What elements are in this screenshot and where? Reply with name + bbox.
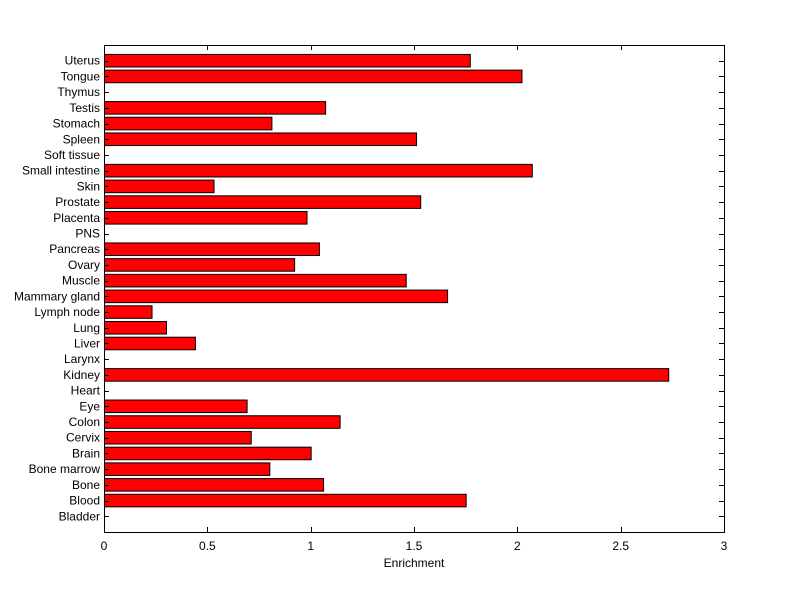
x-tick-label: 3 [721, 539, 728, 553]
y-tick-label: Tongue [61, 69, 101, 83]
bar-bone-marrow [104, 462, 271, 476]
x-axis-ticks: 0 0.5 1 1.5 2 2.5 3 [101, 45, 728, 553]
bar-cervix [104, 430, 252, 445]
y-tick-label: Testis [69, 101, 100, 115]
y-tick-label: Eye [79, 399, 100, 413]
y-tick-label: Muscle [62, 274, 100, 288]
x-axis-label: Enrichment [384, 556, 445, 570]
y-tick-label: Lymph node [34, 305, 100, 319]
bar-testis [104, 101, 327, 115]
y-tick-label: Bone [72, 478, 100, 492]
y-tick-label: Ovary [68, 258, 100, 272]
bar-brain [104, 446, 312, 461]
bar-lymph-node [104, 305, 153, 319]
y-tick-label: Lung [73, 321, 100, 335]
y-tick-label: Skin [77, 179, 100, 193]
bar-eye [104, 399, 248, 414]
bar-small-intestine [104, 163, 533, 178]
y-tick-label: Cervix [66, 431, 100, 445]
bar-uterus [104, 53, 471, 68]
bar-spleen [104, 132, 418, 147]
bar-colon [104, 415, 341, 429]
y-tick-label: Soft tissue [44, 148, 100, 162]
bar-skin [104, 179, 215, 194]
bar-kidney [104, 368, 670, 382]
bar-placenta [104, 211, 308, 225]
y-tick-label: Bladder [59, 509, 100, 523]
bar-ovary [104, 258, 296, 272]
bar-pancreas [104, 242, 320, 257]
bar-lung [104, 320, 167, 335]
y-tick-label: Spleen [63, 132, 100, 146]
bars-layer [104, 53, 670, 508]
y-tick-label: Heart [71, 384, 101, 398]
y-tick-label: PNS [75, 227, 100, 241]
x-tick-label: 0.5 [199, 539, 216, 553]
y-tick-label: Blood [69, 494, 100, 508]
x-tick-label: 2.5 [612, 539, 629, 553]
y-tick-label: Larynx [64, 352, 100, 366]
y-tick-label: Uterus [65, 54, 100, 68]
bar-bone [104, 478, 325, 492]
x-tick-label: 1 [307, 539, 314, 553]
x-tick-label: 0 [101, 539, 108, 553]
bar-blood [104, 493, 467, 508]
bar-tongue [104, 69, 523, 84]
y-tick-label: Thymus [57, 85, 100, 99]
y-tick-label: Bone marrow [29, 462, 101, 476]
bar-prostate [104, 195, 422, 209]
x-tick-label: 1.5 [406, 539, 423, 553]
bar-liver [104, 336, 196, 351]
y-tick-label: Kidney [63, 368, 100, 382]
y-tick-label: Prostate [55, 195, 100, 209]
bar-mammary-gland [104, 289, 449, 304]
x-tick-label: 2 [514, 539, 521, 553]
y-tick-label: Mammary gland [14, 289, 100, 303]
y-tick-label: Stomach [53, 117, 100, 131]
y-tick-label: Pancreas [49, 242, 100, 256]
bar-stomach [104, 116, 273, 131]
y-tick-label: Brain [72, 446, 100, 460]
bar-muscle [104, 273, 407, 288]
y-tick-label: Small intestine [22, 164, 100, 178]
y-tick-label: Liver [74, 336, 100, 350]
y-tick-label: Colon [69, 415, 100, 429]
y-tick-label: Placenta [53, 211, 100, 225]
